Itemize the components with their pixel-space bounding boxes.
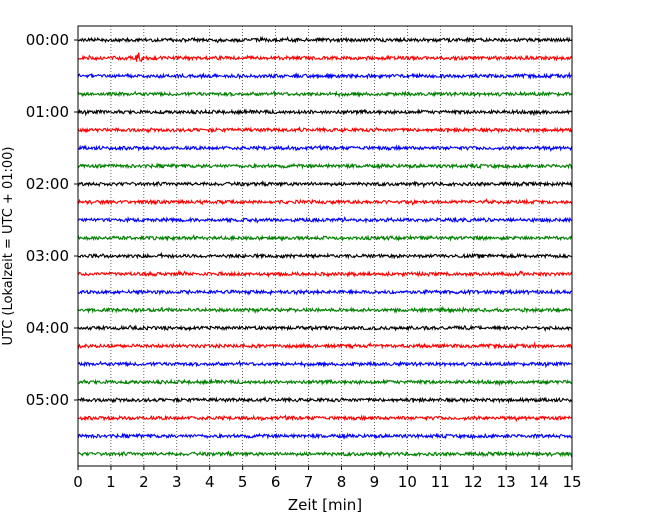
y-tick-label: 00:00: [26, 31, 69, 49]
y-tick-label: 04:00: [26, 319, 69, 337]
trace-line: [77, 215, 573, 224]
trace-line: [77, 269, 573, 278]
trace-line: [77, 125, 573, 134]
x-axis: 0 1 2 3 4 5 6 7 8 9 10 11 12 13 14 15: [73, 466, 582, 491]
x-tick-label: 0: [73, 473, 83, 491]
trace-line: [77, 324, 573, 333]
x-tick-label: 11: [431, 473, 450, 491]
x-tick-label: 14: [530, 473, 549, 491]
x-tick-label: 3: [172, 473, 182, 491]
x-tick-label: 5: [238, 473, 248, 491]
trace-line: [77, 89, 573, 99]
trace-line: [77, 108, 573, 117]
x-tick-label: 15: [562, 473, 581, 491]
trace-line: [77, 341, 573, 350]
trace-line: [77, 414, 573, 423]
trace-line: [77, 162, 573, 171]
trace-line: [77, 144, 573, 153]
x-tick-label: 10: [398, 473, 417, 491]
trace-line: [77, 432, 573, 441]
trace-line: [77, 198, 573, 206]
trace-line: [77, 395, 573, 404]
x-tick-label: 13: [497, 473, 516, 491]
trace-line: [77, 52, 573, 63]
x-tick-label: 2: [139, 473, 149, 491]
y-tick-label: 01:00: [26, 103, 69, 121]
trace-line: [77, 233, 573, 242]
y-axis-label: UTC (Lokalzeit = UTC + 01:00): [1, 147, 16, 346]
x-tick-label: 4: [205, 473, 215, 491]
plot-frame: [77, 25, 573, 467]
trace-line: [77, 251, 573, 260]
trace-line: [77, 359, 573, 369]
trace-line: [77, 35, 573, 44]
x-tick-label: 9: [370, 473, 380, 491]
traces: [77, 35, 573, 459]
y-tick-label: 02:00: [26, 175, 69, 193]
trace-line: [77, 180, 573, 189]
y-tick-label: 05:00: [26, 391, 69, 409]
trace-line: [77, 378, 573, 387]
x-axis-label: Zeit [min]: [288, 496, 362, 514]
trace-line: [77, 450, 573, 459]
grid-lines: [110, 26, 540, 466]
x-tick-label: 8: [337, 473, 347, 491]
x-tick-label: 1: [106, 473, 116, 491]
trace-line: [77, 305, 573, 315]
x-tick-label: 7: [304, 473, 314, 491]
y-axis: 00:00 01:00 02:00 03:00 04:00 05:00: [26, 31, 78, 409]
x-tick-label: 12: [464, 473, 483, 491]
x-tick-label: 6: [271, 473, 281, 491]
y-tick-label: 03:00: [26, 247, 69, 265]
trace-line: [77, 288, 573, 297]
trace-line: [77, 71, 573, 80]
